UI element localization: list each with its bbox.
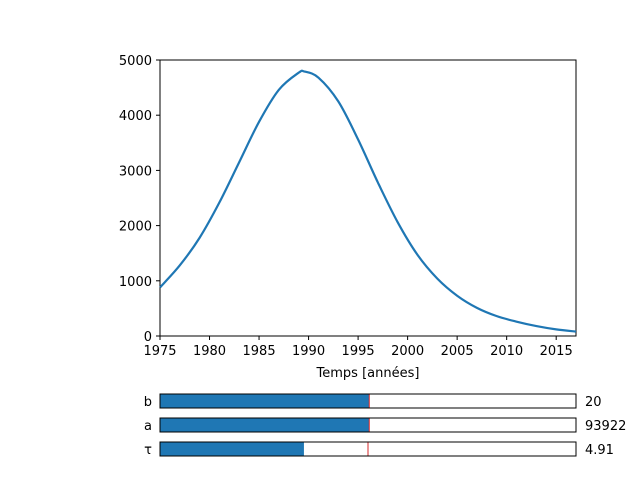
slider-label: a (144, 419, 152, 434)
slider-label: b (144, 395, 152, 410)
y-tick-label: 1000 (119, 275, 152, 290)
x-tick-label: 2005 (441, 344, 474, 359)
x-axis-label: Temps [années] (316, 366, 420, 381)
x-axis: 1975 1980 1985 1990 1995 2000 2005 2010 2015 (143, 336, 573, 359)
slider-border (159, 393, 577, 409)
slider-fill[interactable] (160, 418, 370, 432)
series-line (159, 69, 577, 333)
x-tick-label: 2000 (391, 344, 424, 359)
plot-area: 1975 1980 1985 1990 1995 2000 2005 2010 2015 0 10… (119, 54, 577, 381)
x-tick-label: 1975 (143, 344, 176, 359)
x-tick-label: 2015 (540, 344, 573, 359)
y-tick-label: 5000 (119, 54, 152, 69)
y-tick-label: 4000 (119, 109, 152, 124)
x-tick-label: 1990 (292, 344, 325, 359)
slider-value: 93922 (585, 419, 626, 434)
y-axis: 0 1000 2000 3000 4000 5000 (119, 54, 160, 345)
slider-b[interactable]: b 20 (144, 393, 602, 410)
x-tick-label: 2010 (490, 344, 523, 359)
slider-panel: b 20 a 93922 τ 4.91 (144, 393, 626, 458)
y-tick-label: 2000 (119, 220, 152, 235)
slider-border (159, 417, 577, 433)
x-tick-label: 1980 (193, 344, 226, 359)
x-tick-label: 1985 (243, 344, 276, 359)
slider-label: τ (144, 443, 152, 458)
slider-border (159, 441, 577, 457)
slider-fill[interactable] (160, 394, 370, 408)
y-tick-label: 3000 (119, 164, 152, 179)
slider-a[interactable]: a 93922 (144, 417, 626, 434)
slider-fill[interactable] (160, 442, 304, 456)
slider-value: 4.91 (585, 443, 614, 458)
slider-tau[interactable]: τ 4.91 (144, 441, 614, 458)
axes-frame (159, 59, 577, 337)
slider-value: 20 (585, 395, 602, 410)
y-tick-label: 0 (144, 330, 152, 345)
x-tick-label: 1995 (342, 344, 375, 359)
